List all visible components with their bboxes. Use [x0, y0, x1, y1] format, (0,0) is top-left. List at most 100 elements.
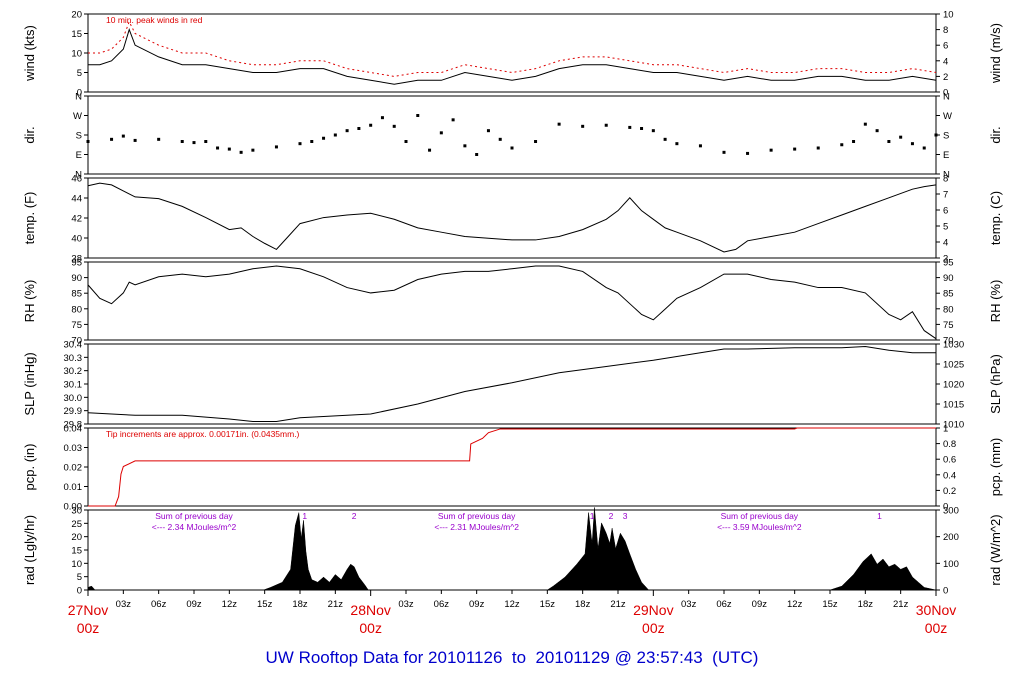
- dir-point: [227, 147, 231, 151]
- pcp-series-line: [88, 427, 936, 507]
- dir-point: [463, 144, 467, 148]
- dir-point: [746, 151, 750, 155]
- slp-left-tick-label: 30.4: [64, 340, 83, 351]
- dir-left-tick-label: N: [75, 170, 82, 181]
- dir-point: [404, 140, 408, 143]
- rad-marker: 1: [302, 511, 307, 521]
- rh-right-tick-label: 95: [943, 258, 954, 269]
- time-tick-label: 21z: [893, 599, 909, 610]
- temp-left-tick-label: 46: [71, 174, 82, 185]
- dir-point: [628, 125, 632, 129]
- wind-speed-line: [88, 28, 937, 85]
- wind-left-tick-label: 15: [71, 29, 82, 40]
- wind-left-tick-label: 0: [77, 88, 82, 99]
- pcp-left-tick-label: 0.01: [64, 482, 83, 493]
- rad-left-tick-label: 30: [71, 506, 82, 517]
- pcp-ylabel-left: pcp. (in): [22, 444, 37, 491]
- dir-point: [640, 127, 644, 130]
- rad-marker: 2: [609, 511, 614, 521]
- slp-left-tick-label: 29.8: [64, 420, 83, 431]
- slp-right-tick-label: 1015: [943, 400, 964, 411]
- rad-sum-value: <--- 2.34 MJoules/m^2: [152, 522, 237, 532]
- dir-point: [110, 137, 114, 141]
- pcp-left-tick-label: 0.03: [64, 443, 83, 454]
- time-tick-label: 03z: [116, 599, 132, 610]
- rad-right-tick-label: 0: [943, 586, 948, 597]
- slp-left-tick-label: 30.3: [64, 353, 83, 364]
- temp-right-tick-label: 3: [943, 254, 948, 265]
- slp-series-line: [87, 345, 936, 422]
- slp-ylabel-left: SLP (inHg): [22, 352, 37, 415]
- dir-point: [369, 123, 373, 127]
- rh-right-tick-label: 85: [943, 289, 954, 300]
- time-tick-label: 15z: [540, 599, 556, 610]
- rad-right-tick-label: 200: [943, 532, 959, 543]
- rh-frame: [87, 261, 937, 341]
- rh-ylabel-left: RH (%): [22, 280, 37, 323]
- rad-ylabel-right: rad (W/m^2): [988, 514, 1003, 585]
- time-tick-label: 09z: [752, 599, 768, 610]
- figure-title: UW Rooftop Data for 20101126 to 20101129…: [265, 648, 759, 667]
- temp-ylabel-left: temp. (F): [22, 192, 37, 245]
- wind-right-tick-label: 10: [943, 10, 954, 21]
- pcp-right-tick-label: 0: [943, 502, 948, 513]
- dir-point: [534, 140, 538, 143]
- dir-point: [840, 143, 844, 147]
- temp-left-tick-label: 38: [71, 254, 82, 265]
- time-tick-label: 09z: [186, 599, 202, 610]
- dir-ylabel-right: dir.: [988, 126, 1003, 143]
- time-tick-label: 15z: [257, 599, 273, 610]
- day-label-date: 28Nov: [350, 602, 390, 618]
- slp-right-tick-label: 1030: [943, 340, 964, 351]
- day-label-date: 27Nov: [68, 602, 108, 618]
- dir-point: [133, 138, 137, 142]
- dir-point: [428, 148, 432, 152]
- pcp-left-tick-label: 0.02: [64, 463, 83, 474]
- dir-point: [863, 122, 867, 126]
- temp-right-tick-label: 6: [943, 206, 948, 217]
- pcp-right-tick-label: 0.2: [943, 486, 956, 497]
- rad-left-tick-label: 25: [71, 519, 82, 530]
- rad-right-tick-label: 100: [943, 559, 959, 570]
- dir-point: [887, 140, 891, 143]
- dir-point: [934, 133, 938, 137]
- day-label-time: 00z: [77, 620, 100, 636]
- rad-sum-label: Sum of previous day: [155, 511, 233, 521]
- temp-right-tick-label: 4: [943, 238, 948, 249]
- slp-ylabel-right: SLP (hPa): [988, 354, 1003, 414]
- dir-frame: [87, 95, 937, 175]
- pcp-right-tick-label: 0.6: [943, 455, 956, 466]
- dir-point: [216, 146, 220, 150]
- dir-point: [769, 148, 773, 152]
- pcp-ylabel-right: pcp. (mm): [988, 438, 1003, 497]
- pcp-right-tick-label: 1: [943, 424, 948, 435]
- dir-point: [675, 142, 679, 146]
- dir-point: [510, 146, 514, 150]
- dir-point: [333, 133, 337, 137]
- rad-area: [87, 507, 937, 591]
- dir-point: [204, 140, 208, 143]
- temp-ylabel-right: temp. (C): [988, 191, 1003, 245]
- dir-point: [651, 129, 655, 133]
- slp-right-tick-label: 1010: [943, 420, 964, 431]
- rad-sum-label: Sum of previous day: [438, 511, 516, 521]
- dir-right-tick-label: W: [943, 111, 952, 122]
- time-tick-label: 18z: [575, 599, 591, 610]
- dir-point: [722, 150, 726, 154]
- slp-left-tick-label: 30.0: [64, 393, 83, 404]
- time-tick-label: 21z: [610, 599, 626, 610]
- temp-right-tick-label: 5: [943, 222, 948, 233]
- time-tick-label: 06z: [434, 599, 450, 610]
- wind-ylabel-right: wind (m/s): [988, 23, 1003, 84]
- rh-left-tick-label: 85: [71, 289, 82, 300]
- slp-left-tick-label: 30.2: [64, 366, 83, 377]
- time-tick-label: 18z: [292, 599, 308, 610]
- slp-left-tick-label: 29.9: [64, 406, 83, 417]
- rad-marker: 1: [590, 511, 595, 521]
- dir-left-tick-label: N: [75, 92, 82, 103]
- dir-right-tick-label: N: [943, 170, 950, 181]
- rh-right-tick-label: 70: [943, 336, 954, 347]
- rad-left-tick-label: 15: [71, 546, 82, 557]
- rh-right-tick-label: 80: [943, 304, 954, 315]
